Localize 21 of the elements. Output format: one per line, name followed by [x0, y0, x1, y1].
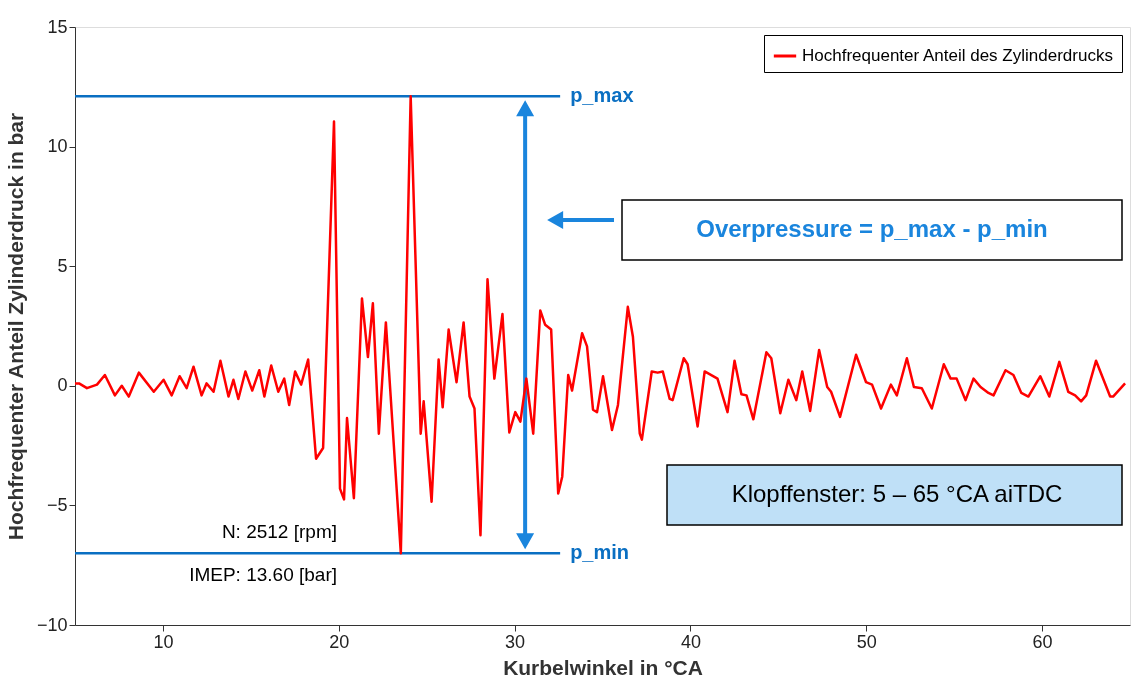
y-tick-label: 0	[57, 375, 68, 396]
annotation: IMEP: 13.60 [bar]	[189, 564, 337, 585]
x-tick-label: 20	[329, 631, 350, 652]
ref-line-label: p_max	[570, 84, 634, 107]
annotation: N: 2512 [rpm]	[221, 521, 337, 542]
legend-label: Hochfrequenter Anteil des Zylinderdrucks	[802, 46, 1113, 65]
x-tick-label: 30	[505, 631, 526, 652]
x-tick-label: 10	[153, 631, 174, 652]
x-tick-label: 40	[680, 631, 701, 652]
x-tick-label: 60	[1032, 631, 1053, 652]
x-tick-label: 50	[856, 631, 877, 652]
ref-line-label: p_min	[570, 541, 630, 564]
annotation: Klopffenster: 5 – 65 °CA aiTDC	[731, 480, 1063, 507]
x-axis-title: Kurbelwinkel in °CA	[503, 655, 703, 679]
y-tick-label: −5	[46, 494, 68, 515]
y-axis-title: Hochfrequenter Anteil Zylinderdruck in bar	[3, 112, 27, 541]
y-tick-label: −10	[36, 614, 68, 635]
annotation: Overpressure = p_max - p_min	[696, 215, 1048, 242]
y-tick-label: 10	[47, 136, 68, 157]
y-tick-label: 5	[57, 255, 68, 276]
y-tick-label: 15	[47, 16, 68, 37]
